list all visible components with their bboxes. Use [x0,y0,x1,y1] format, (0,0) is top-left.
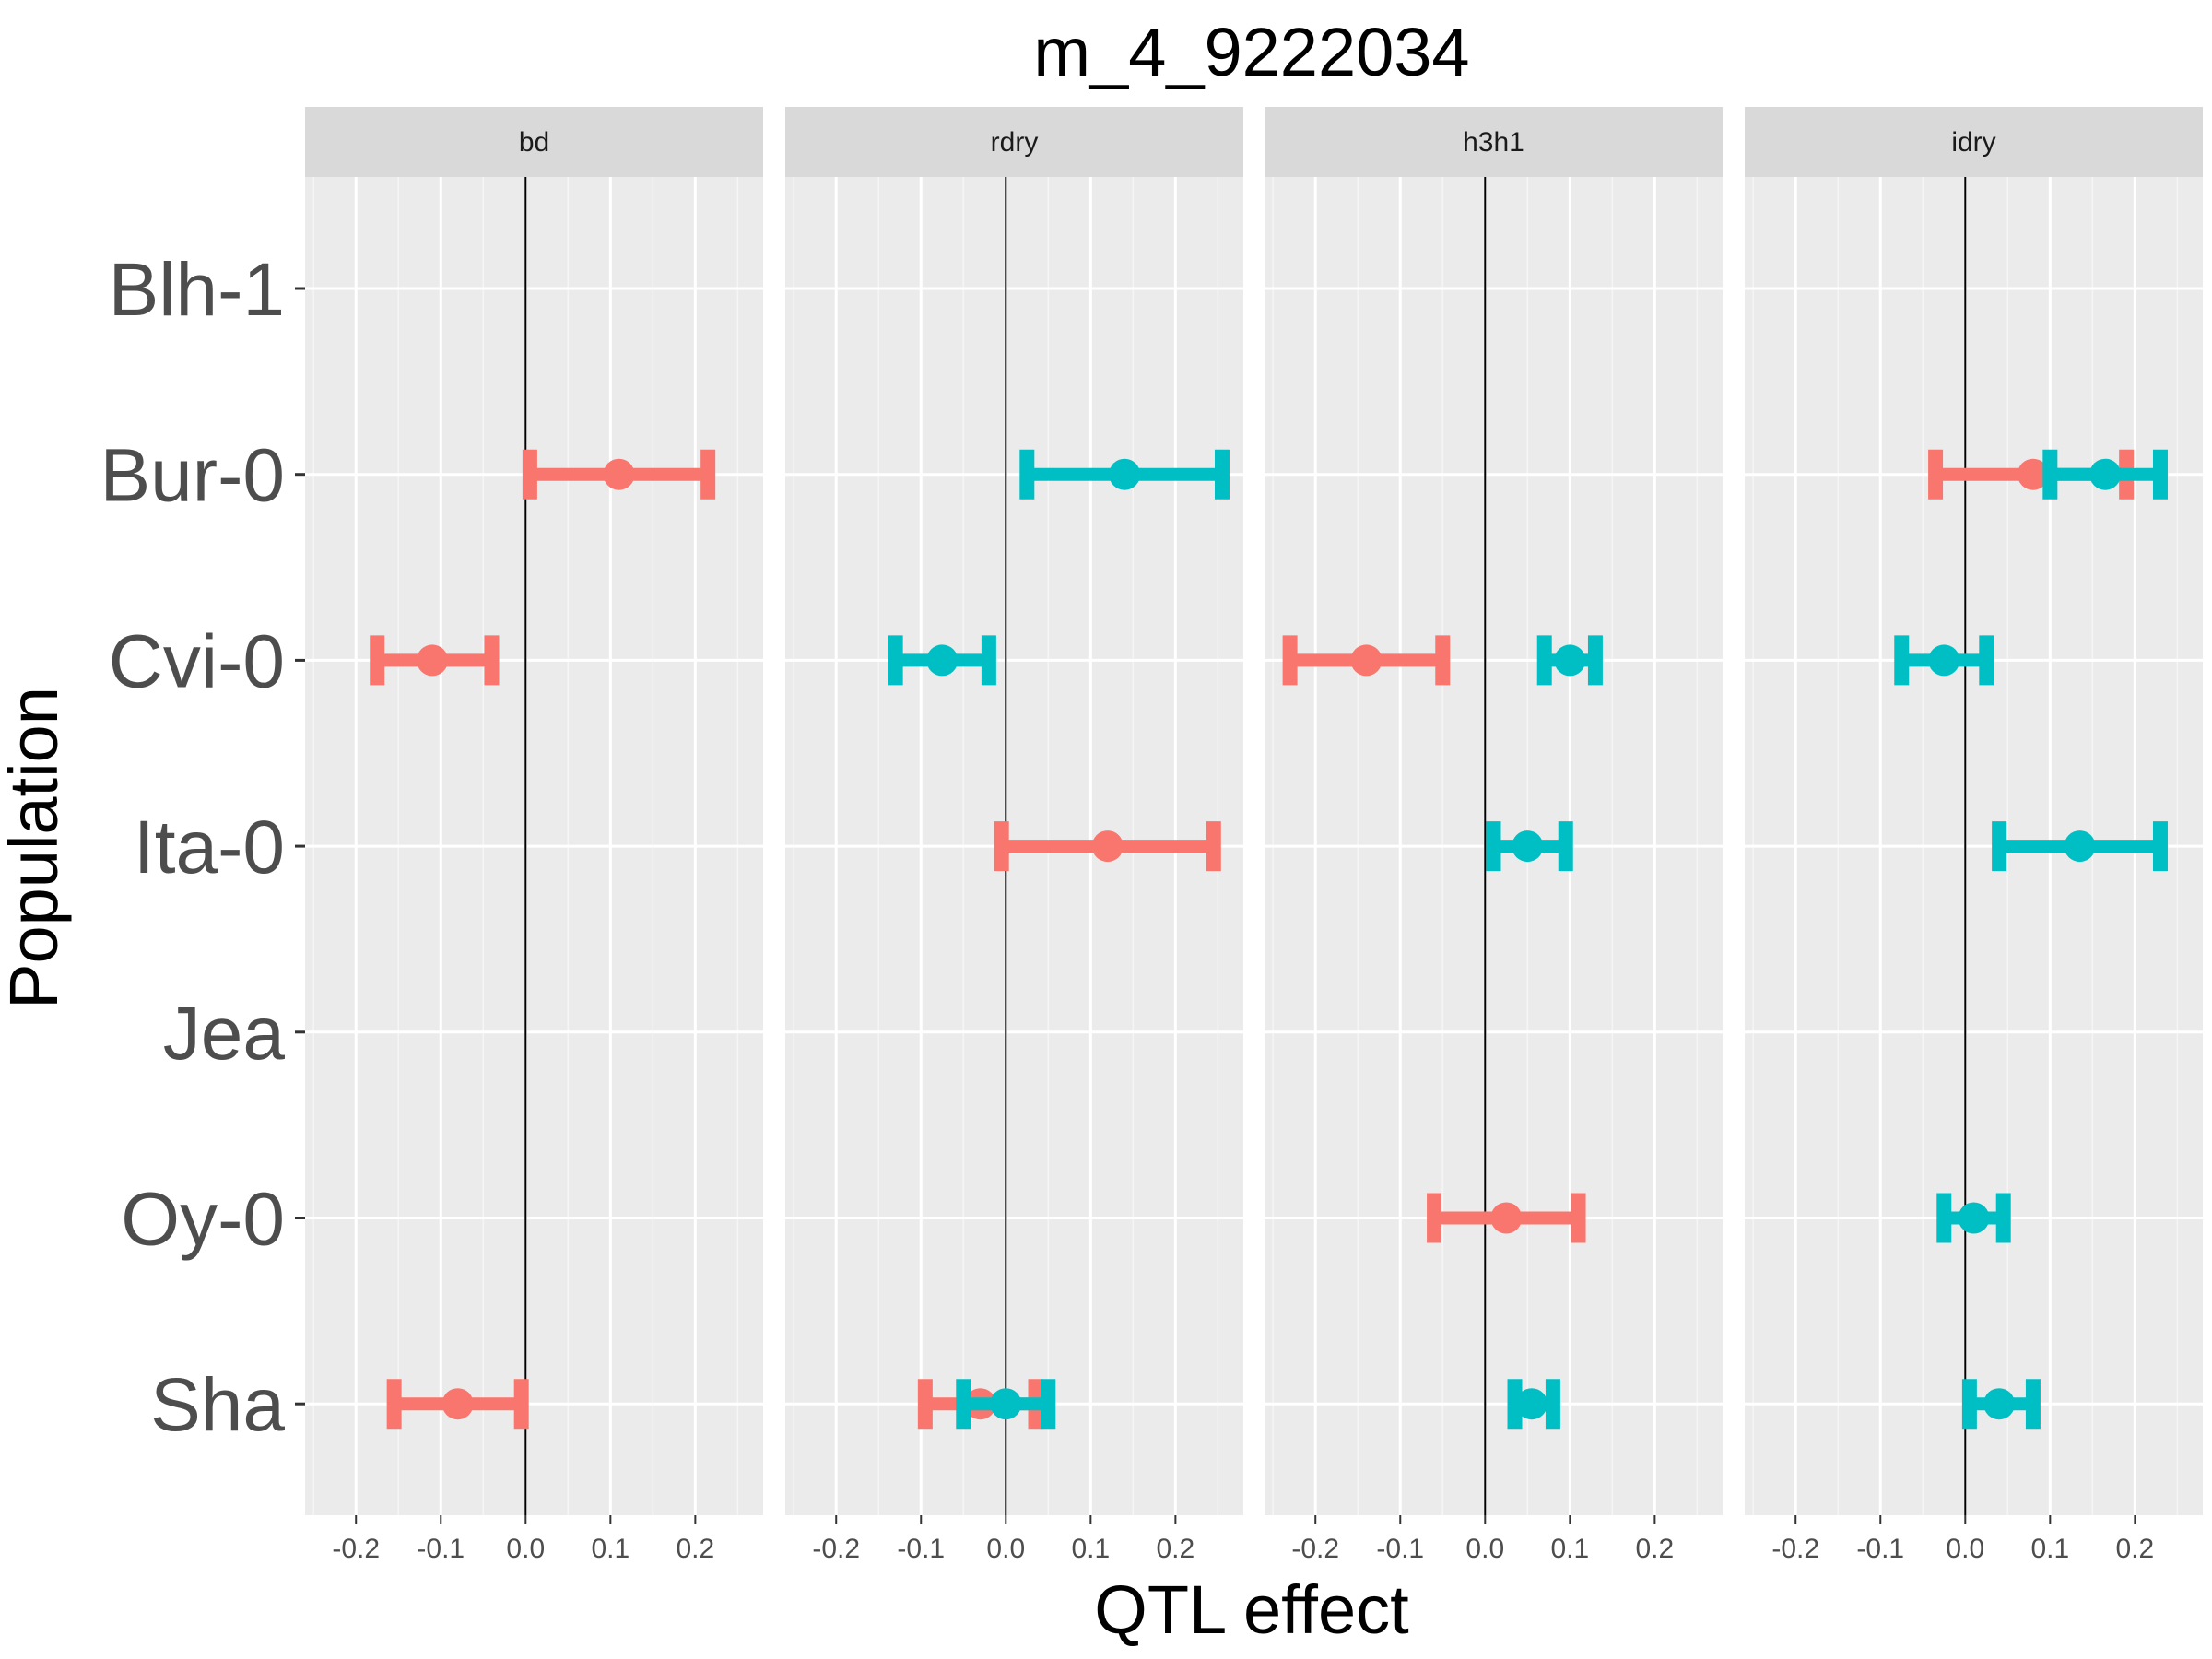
x-axis-title: QTL effect [1094,1571,1409,1648]
y-tick-label-cvi-0: Cvi-0 [109,619,285,703]
point-bur-0 [1109,458,1141,490]
panel-idry: idry -0.2 -0.1 0.0 0.1 0.2 [1745,107,2203,1564]
strip-label-h3h1: h3h1 [1463,127,1524,158]
strip-label-rdry: rdry [991,127,1039,158]
errorbar-ita-0 [1992,821,2168,872]
point-sha [441,1388,474,1420]
errorbar-sha [956,1379,1056,1430]
point-cvi-0 [1554,644,1586,677]
strip-bd [305,107,763,177]
x-tick-label: -0.1 [1376,1534,1424,1564]
errorbar-cvi-0 [1536,635,1603,686]
point-ita-0 [1512,830,1544,863]
x-tick-label: 0.0 [1465,1534,1504,1564]
chart-title: m_4_9222034 [1033,14,1469,90]
point-sha [990,1388,1022,1420]
facet-panels: bd -0.2 -0.1 0.0 0.1 0.2 rdry -0.2 -0.1 0.0 0.1 0.2… [305,107,2203,1564]
point-cvi-0 [1350,644,1382,677]
x-tick-label: 0.2 [677,1534,715,1564]
errorbar-cvi-0 [1282,635,1451,686]
x-tick-label: 0.1 [1071,1534,1110,1564]
point-sha [1515,1388,1547,1420]
errorbar-cvi-0 [1894,635,1994,686]
point-cvi-0 [1928,644,1960,677]
errorbar-bur-0 [2042,449,2168,500]
point-ita-0 [2064,830,2096,863]
errorbar-oy-0 [1427,1193,1586,1243]
y-tick-label-sha: Sha [150,1363,285,1447]
strip-label-bd: bd [519,127,549,158]
errorbar-bur-0 [1019,449,1230,500]
x-tick-label: 0.2 [2116,1534,2155,1564]
x-tick-label: 0.1 [1550,1534,1589,1564]
y-tick-label-ita-0: Ita-0 [134,806,285,889]
x-tick-label: 0.1 [591,1534,629,1564]
y-tick-label-bur-0: Bur-0 [100,434,285,518]
y-axis: Blh-1 Bur-0 Cvi-0 Ita-0 Jea Oy-0 Sha [100,248,305,1447]
x-tick-label: 0.0 [986,1534,1025,1564]
x-tick-label: 0.0 [506,1534,545,1564]
errorbar-cvi-0 [888,635,996,686]
errorbar-bur-0 [522,449,716,500]
x-tick-label: -0.1 [1856,1534,1904,1564]
x-tick-label: 0.0 [1946,1534,1984,1564]
x-tick-label: 0.2 [1636,1534,1675,1564]
x-tick-label: -0.1 [417,1534,465,1564]
point-bur-0 [603,458,635,490]
errorbar-oy-0 [1936,1193,2011,1243]
strip-label-idry: idry [1951,127,1995,158]
y-tick-label-jea: Jea [163,992,286,1076]
x-tick-label: 0.1 [2030,1534,2069,1564]
errorbar-ita-0 [1486,821,1573,872]
x-tick-label: -0.2 [1771,1534,1819,1564]
errorbar-ita-0 [994,821,1221,872]
point-bur-0 [2017,458,2049,490]
y-tick-label-oy-0: Oy-0 [121,1178,285,1262]
panel-h3h1: h3h1 -0.2 -0.1 0.0 0.1 0.2 [1265,107,1723,1564]
strip-rdry [785,107,1243,177]
point-oy-0 [1490,1202,1523,1234]
x-tick-label: -0.2 [1291,1534,1339,1564]
y-axis-title: Population [0,687,72,1009]
x-tick-label: -0.2 [332,1534,380,1564]
point-bur-0 [2089,458,2122,490]
panel-bd: bd -0.2 -0.1 0.0 0.1 0.2 [305,107,763,1564]
strip-h3h1 [1265,107,1723,177]
errorbar-sha [1507,1379,1560,1430]
point-oy-0 [1958,1202,1990,1234]
point-cvi-0 [926,644,959,677]
strip-idry [1745,107,2203,177]
point-sha [1983,1388,2016,1420]
point-cvi-0 [417,644,449,677]
errorbar-sha [386,1379,529,1430]
errorbar-cvi-0 [370,635,500,686]
y-tick-label-blh-1: Blh-1 [109,248,285,332]
panel-rdry: rdry -0.2 -0.1 0.0 0.1 0.2 [785,107,1243,1564]
x-tick-label: -0.2 [812,1534,860,1564]
x-tick-label: -0.1 [897,1534,945,1564]
x-tick-label: 0.2 [1157,1534,1195,1564]
errorbar-sha [1961,1379,2041,1430]
point-ita-0 [1091,830,1124,863]
